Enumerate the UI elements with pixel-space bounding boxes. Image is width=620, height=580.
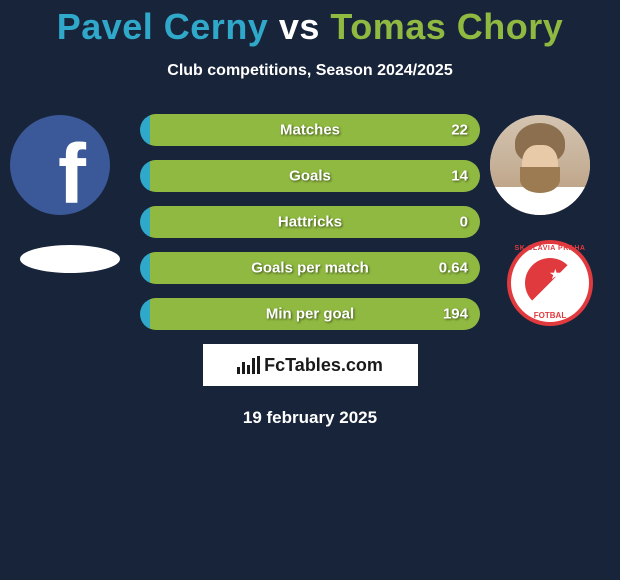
stat-label: Min per goal	[266, 306, 354, 323]
stat-label: Goals per match	[251, 260, 369, 277]
player1-avatar: f	[10, 115, 110, 215]
stat-value-right: 0.64	[439, 260, 468, 277]
stat-value-right: 14	[451, 168, 468, 185]
stat-bar-left	[140, 298, 150, 330]
player2-avatar	[490, 115, 590, 215]
star-icon: ★	[549, 266, 562, 283]
stat-label: Matches	[280, 122, 340, 139]
player1-club-logo	[20, 245, 120, 325]
stat-bar-left	[140, 160, 150, 192]
subtitle: Club competitions, Season 2024/2025	[0, 62, 620, 80]
stat-bar-row: Hattricks 0	[140, 206, 480, 238]
player2-face	[490, 115, 590, 215]
player2-club-logo: SK SLAVIA PRAHA ★ FOTBAL	[500, 240, 600, 320]
stat-bar-left	[140, 114, 150, 146]
date-text: 19 february 2025	[0, 408, 620, 428]
vs-text: vs	[279, 6, 320, 47]
stat-bar-left	[140, 206, 150, 238]
content-area: f SK SLAVIA PRAHA ★ FOTBAL Matches 22 Goal…	[0, 110, 620, 428]
stat-bars: Matches 22 Goals 14 Hattricks 0 Goals per matc…	[140, 110, 480, 330]
player2-name: Tomas Chory	[330, 6, 563, 47]
brand-box: FcTables.com	[203, 344, 418, 386]
stat-label: Goals	[289, 168, 331, 185]
stat-value-right: 0	[460, 214, 468, 231]
stat-bar-row: Goals per match 0.64	[140, 252, 480, 284]
bar-chart-icon	[237, 356, 260, 374]
stat-value-right: 22	[451, 122, 468, 139]
facebook-placeholder-icon: f	[10, 115, 110, 215]
stat-bar-left	[140, 252, 150, 284]
stat-bar-row: Goals 14	[140, 160, 480, 192]
stat-bar-row: Matches 22	[140, 114, 480, 146]
stat-value-right: 194	[443, 306, 468, 323]
comparison-title: Pavel Cerny vs Tomas Chory	[0, 0, 620, 48]
brand-text: FcTables.com	[264, 355, 383, 376]
player1-name: Pavel Cerny	[57, 6, 269, 47]
stat-bar-row: Min per goal 194	[140, 298, 480, 330]
stat-label: Hattricks	[278, 214, 342, 231]
